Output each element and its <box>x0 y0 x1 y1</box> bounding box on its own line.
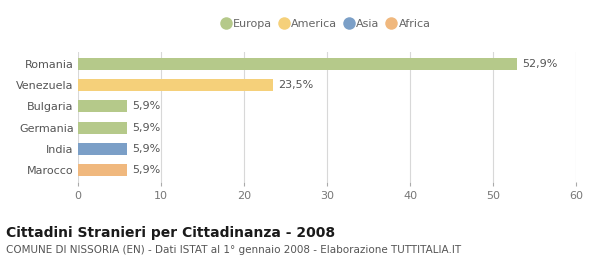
Text: COMUNE DI NISSORIA (EN) - Dati ISTAT al 1° gennaio 2008 - Elaborazione TUTTITALI: COMUNE DI NISSORIA (EN) - Dati ISTAT al … <box>6 245 461 255</box>
Text: 5,9%: 5,9% <box>132 123 160 133</box>
Text: 23,5%: 23,5% <box>278 80 313 90</box>
Text: 52,9%: 52,9% <box>522 59 557 69</box>
Bar <box>78 101 127 112</box>
Text: 5,9%: 5,9% <box>132 101 160 111</box>
Bar <box>78 143 127 155</box>
Legend: Europa, America, Asia, Africa: Europa, America, Asia, Africa <box>223 18 431 29</box>
Bar <box>78 58 517 70</box>
Text: 5,9%: 5,9% <box>132 144 160 154</box>
Text: Cittadini Stranieri per Cittadinanza - 2008: Cittadini Stranieri per Cittadinanza - 2… <box>6 226 335 240</box>
Text: 5,9%: 5,9% <box>132 165 160 175</box>
Bar <box>78 79 273 91</box>
Bar <box>78 122 127 133</box>
Bar <box>78 164 127 176</box>
